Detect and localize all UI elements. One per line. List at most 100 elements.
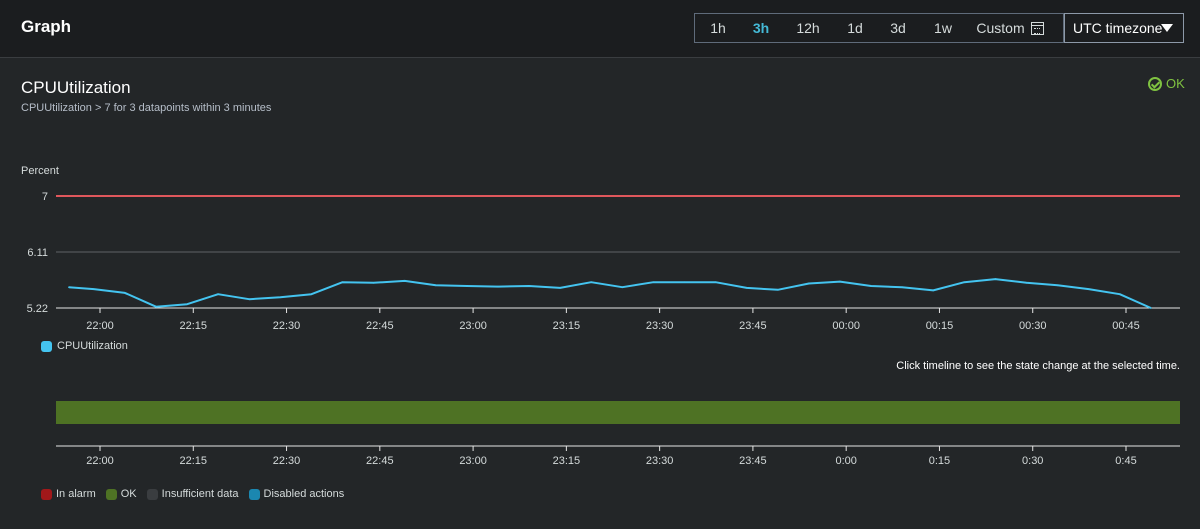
- data-point[interactable]: [279, 296, 282, 299]
- data-point[interactable]: [808, 282, 810, 285]
- time-range-selector: 1h 3h 12h 1d 3d 1w Custom: [694, 13, 1064, 43]
- data-point[interactable]: [745, 287, 748, 289]
- x-tick-label: 00:00: [832, 320, 860, 332]
- data-point[interactable]: [559, 287, 561, 289]
- data-point[interactable]: [341, 281, 344, 284]
- data-point[interactable]: [155, 305, 157, 308]
- state-legend-insufficient: Insufficient data: [146, 488, 239, 500]
- caret-down-icon: [1161, 24, 1173, 32]
- data-point[interactable]: [217, 293, 219, 295]
- x-tick-label: 22:15: [180, 320, 208, 332]
- data-point[interactable]: [68, 286, 70, 289]
- data-point[interactable]: [497, 285, 499, 288]
- range-3h-button[interactable]: 3h: [752, 20, 770, 36]
- data-point[interactable]: [1056, 284, 1059, 287]
- state-swatch: [146, 488, 158, 500]
- data-point[interactable]: [621, 286, 624, 289]
- timeline-tick-label: 0:30: [1022, 455, 1043, 467]
- data-point[interactable]: [1025, 282, 1028, 284]
- custom-label: Custom: [976, 20, 1025, 36]
- x-tick-label: 23:45: [739, 320, 767, 332]
- custom-range-button[interactable]: Custom: [965, 14, 1055, 42]
- range-1w-button[interactable]: 1w: [934, 20, 952, 36]
- data-point[interactable]: [683, 281, 686, 284]
- data-point[interactable]: [994, 278, 997, 280]
- series-legend[interactable]: CPUUtilization: [41, 340, 128, 352]
- data-point[interactable]: [963, 281, 966, 284]
- data-point[interactable]: [466, 285, 468, 287]
- x-tick-label: 22:30: [273, 320, 301, 332]
- x-tick-label: 23:15: [553, 320, 581, 332]
- state-legend-disabled: Disabled actions: [248, 488, 345, 500]
- graph-header: Graph: [0, 0, 1200, 58]
- x-tick-label: 22:45: [366, 320, 394, 332]
- x-tick-label: 00:30: [1019, 320, 1047, 332]
- data-point[interactable]: [92, 288, 95, 290]
- data-point[interactable]: [372, 282, 375, 284]
- y-tick-label: 5.22: [27, 303, 48, 315]
- x-tick-label: 00:15: [926, 320, 954, 332]
- x-tick-label: 22:00: [86, 320, 114, 332]
- y-tick-label: 7: [42, 191, 48, 203]
- data-point[interactable]: [124, 292, 126, 294]
- timezone-select[interactable]: UTC timezone: [1064, 13, 1184, 43]
- timeline-tick-label: 23:45: [739, 455, 767, 467]
- state-legend-in-alarm: In alarm: [41, 488, 96, 500]
- x-tick-label: 23:00: [459, 320, 487, 332]
- data-point[interactable]: [1150, 307, 1152, 309]
- data-point[interactable]: [932, 289, 935, 292]
- range-1h-button[interactable]: 1h: [710, 20, 726, 36]
- series-legend-label: CPUUtilization: [57, 340, 128, 352]
- data-point[interactable]: [776, 288, 779, 291]
- timeline-hint: Click timeline to see the state change a…: [896, 360, 1180, 372]
- series-swatch: [41, 340, 52, 352]
- data-point[interactable]: [528, 285, 530, 287]
- timeline-tick-label: 22:15: [180, 455, 208, 467]
- state-legend-ok: OK: [105, 488, 137, 500]
- data-point[interactable]: [590, 281, 593, 284]
- data-point[interactable]: [403, 280, 406, 282]
- metric-title: CPUUtilization: [21, 78, 131, 97]
- timeline-tick-label: 23:15: [553, 455, 581, 467]
- state-label: OK: [120, 488, 137, 500]
- data-point[interactable]: [839, 280, 841, 283]
- timeline-tick-label: 0:15: [929, 455, 950, 467]
- page-title: Graph: [21, 17, 72, 36]
- check-circle-icon: [1148, 76, 1162, 91]
- data-point[interactable]: [310, 293, 313, 295]
- state-label: In alarm: [56, 488, 96, 500]
- alarm-condition: CPUUtilization > 7 for 3 datapoints with…: [21, 102, 272, 114]
- timeline-tick-label: 22:45: [366, 455, 394, 467]
- data-point[interactable]: [186, 303, 188, 306]
- timeline-tick-label: 0:00: [835, 455, 856, 467]
- data-point[interactable]: [434, 284, 437, 287]
- y-axis-label: Percent: [21, 165, 59, 177]
- data-point[interactable]: [248, 298, 251, 300]
- state-swatch: [41, 488, 52, 500]
- state-label: Disabled actions: [263, 488, 345, 500]
- state-label: Insufficient data: [161, 488, 239, 500]
- timeline-tick-label: 23:00: [459, 455, 487, 467]
- data-point[interactable]: [652, 281, 655, 284]
- range-12h-button[interactable]: 12h: [796, 20, 820, 36]
- cpu-series-line[interactable]: [68, 278, 1152, 309]
- timeline-tick-label: 22:00: [86, 455, 114, 467]
- status-text: OK: [1166, 76, 1185, 91]
- data-point[interactable]: [714, 281, 717, 284]
- range-1d-button[interactable]: 1d: [847, 20, 863, 36]
- x-tick-label: 00:45: [1112, 320, 1140, 332]
- timeline-tick-label: 23:30: [646, 455, 674, 467]
- data-point[interactable]: [1087, 288, 1090, 290]
- y-tick-label: 6.11: [27, 247, 48, 259]
- timeline-tick-label: 0:45: [1115, 455, 1136, 467]
- data-point[interactable]: [1118, 293, 1121, 295]
- timeline-ok-bar[interactable]: [56, 401, 1180, 424]
- status-badge: OK: [1148, 76, 1185, 91]
- state-swatch: [105, 488, 117, 500]
- range-3d-button[interactable]: 3d: [890, 20, 906, 36]
- data-point[interactable]: [870, 285, 872, 287]
- data-point[interactable]: [901, 286, 903, 289]
- x-tick-label: 23:30: [646, 320, 674, 332]
- state-legend: In alarm OK Insufficient data Disabled acti…: [41, 488, 354, 500]
